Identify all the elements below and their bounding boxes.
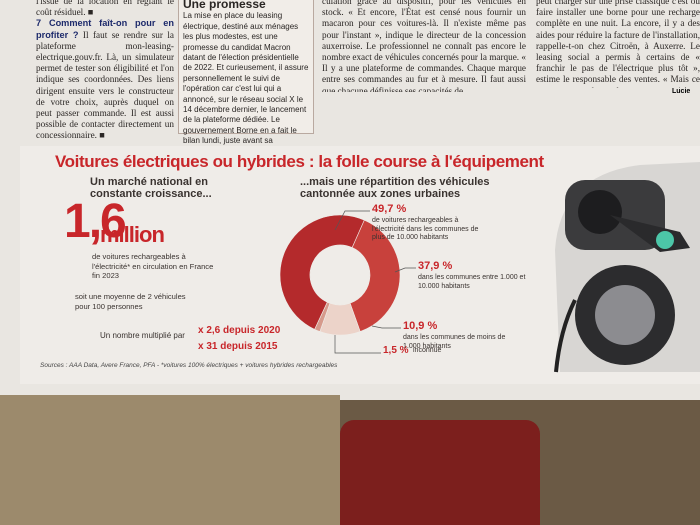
category-label: dans les communes de moins de 1.000 habi…	[403, 334, 506, 350]
category-label: de voitures rechargeables à l'électricit…	[372, 217, 479, 241]
since-2015: x 31 depuis 2015	[198, 341, 278, 352]
column-1: l'issue de la location en réglant le coû…	[36, 0, 174, 142]
leader-line	[334, 335, 381, 354]
port-socket	[578, 190, 622, 234]
average: soit une moyenne de 2 véhicules pour 100…	[75, 292, 186, 311]
donut-slice	[279, 214, 365, 330]
box: Une promesse La mise en place du leasing…	[178, 0, 314, 156]
donut-slice	[349, 219, 401, 332]
value-label: 10,9 %	[403, 320, 438, 332]
leader-line	[371, 325, 401, 329]
leader-line	[334, 210, 370, 231]
text: Il faut se rendre sur la plateforme mon-…	[36, 29, 175, 141]
big-number: 1,6	[64, 195, 127, 248]
chart	[279, 162, 700, 373]
multiplied: Un nombre multiplié par	[100, 331, 185, 340]
column-3: culation grâce au dispositif, pour les v…	[322, 0, 526, 92]
value-label: 1,5 %	[383, 345, 409, 356]
category-label: inconnue	[413, 347, 442, 354]
since-2020: x 2,6 depuis 2020	[198, 325, 281, 336]
charger-illustration	[554, 162, 700, 373]
chart-title: Voitures électriques ou hybrides : la fo…	[55, 152, 544, 171]
cable	[554, 299, 577, 373]
value-label: 49,7 %	[372, 203, 407, 215]
byline: Lucie	[672, 88, 691, 95]
background-object	[340, 420, 540, 525]
big-text: de voitures rechargeables à l'électricit…	[92, 252, 214, 280]
donut	[279, 210, 416, 354]
column-4: peut charger sur une prise classique c'e…	[536, 0, 700, 88]
sources: Sources : AAA Data, Avere France, PFA - …	[40, 362, 338, 369]
big-unit: million	[100, 222, 165, 247]
text: culation grâce au dispositif, pour les v…	[322, 0, 526, 92]
category-label: dans les communes entre 1.000 et 10.000 …	[418, 274, 526, 290]
text: l'issue de la location en réglant le coû…	[36, 0, 174, 18]
value-label: 37,9 %	[418, 260, 453, 272]
background-floor	[0, 395, 340, 525]
box-title: Une promesse	[183, 0, 266, 11]
plug-light	[656, 231, 674, 249]
rim	[595, 285, 655, 345]
left-heading: Un marché national en constante croissan…	[90, 176, 212, 200]
leader-line	[394, 267, 416, 273]
question: 7 Comment faît-on pour en profiter ?	[36, 18, 174, 40]
donut-slice	[314, 301, 331, 332]
chart-subtitle: ...mais une répartition des véhicules ca…	[300, 176, 490, 200]
text: peut charger sur une prise classique c'e…	[536, 0, 700, 88]
